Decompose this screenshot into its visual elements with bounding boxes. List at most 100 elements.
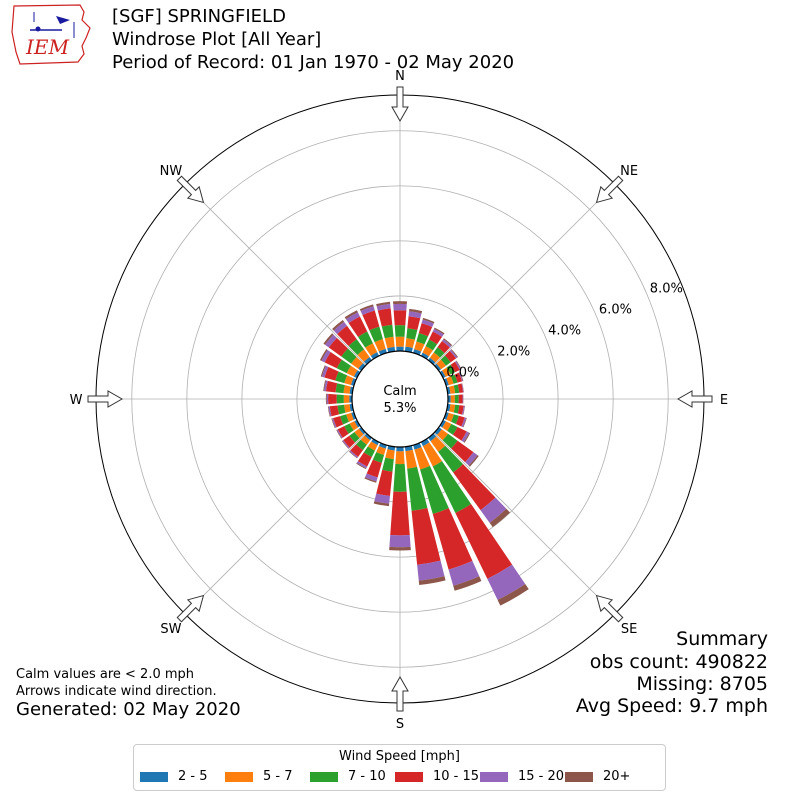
bar-250deg-5-7 [346, 412, 354, 422]
bar-150deg-15-20 [487, 564, 526, 600]
chart-title: [SGF] SPRINGFIELD [112, 6, 286, 27]
bar-50deg-15-20 [449, 349, 458, 359]
legend-swatch [480, 771, 508, 782]
bar-40deg-2-5 [428, 357, 436, 365]
bar-190deg-15-20 [374, 493, 390, 504]
bar-220deg-20plus [348, 451, 358, 459]
bar-90deg-15-20 [462, 394, 464, 404]
bar-260deg-10-15 [329, 405, 340, 417]
bar-40deg-20plus [443, 338, 453, 346]
bar-310deg-2-5 [358, 363, 366, 371]
bar-0deg-10-15 [393, 310, 407, 326]
bar-10deg-20plus [409, 308, 423, 314]
compass-label-nw: NW [160, 164, 183, 179]
bar-200deg-15-20 [365, 473, 378, 482]
bar-240deg-7-10 [344, 423, 354, 434]
bar-160deg-10-15 [432, 508, 473, 570]
bar-320deg-2-5 [363, 356, 372, 365]
legend-item: 15 - 20 [480, 769, 565, 784]
legend-item: 7 - 10 [310, 769, 395, 784]
bar-70deg-20plus [459, 372, 464, 382]
bar-300deg-15-20 [321, 350, 331, 363]
grid-spoke [184, 432, 367, 615]
bar-100deg-10-15 [457, 405, 464, 415]
legend-swatch [310, 771, 338, 782]
bar-60deg-2-5 [439, 370, 446, 379]
legend-items: 2 - 5 5 - 7 7 - 10 10 - 15 15 - 20 20+ [140, 769, 650, 784]
compass-label-w: W [70, 393, 83, 408]
bar-30deg-5-7 [422, 346, 433, 357]
bar-340deg-5-7 [374, 339, 386, 352]
compass-label-e: E [720, 393, 728, 408]
bar-330deg-5-7 [365, 343, 378, 356]
bar-300deg-7-10 [336, 359, 351, 374]
arrow-note: Arrows indicate wind direction. [16, 684, 217, 699]
radial-tick-labels: 0.0% 2.0% 4.0% 6.0% 8.0% [446, 281, 682, 380]
bar-160deg-5-7 [414, 447, 430, 470]
bar-0deg-15-20 [393, 303, 407, 311]
bar-90deg-7-10 [454, 394, 459, 404]
bar-270deg-10-15 [328, 393, 337, 405]
bar-160deg-20plus [453, 576, 482, 591]
bar-180deg-5-7 [395, 451, 405, 465]
bar-30deg-10-15 [428, 331, 443, 345]
bar-40deg-15-20 [442, 339, 452, 348]
bar-60deg-15-20 [455, 360, 462, 370]
bar-290deg-2-5 [350, 378, 357, 386]
bar-120deg-2-5 [439, 419, 446, 428]
compass-labels: N NE E SE S SW W NW [70, 69, 729, 732]
bar-180deg-20plus [389, 546, 411, 551]
bar-350deg-20plus [376, 301, 391, 307]
bar-50deg-5-7 [436, 359, 447, 370]
legend-title: Wind Speed [mph] [339, 749, 460, 764]
bar-290deg-15-20 [321, 365, 329, 378]
bar-90deg-10-15 [458, 394, 463, 404]
bar-170deg-5-7 [405, 449, 418, 469]
radial-tick-label: 2.0% [497, 345, 530, 360]
bar-150deg-10-15 [455, 503, 513, 579]
bar-150deg-7-10 [432, 461, 472, 513]
bar-0deg-20plus [393, 301, 407, 305]
bar-80deg-15-20 [461, 383, 464, 393]
bar-60deg-7-10 [446, 364, 456, 375]
bar-260deg-5-7 [344, 404, 351, 413]
bar-260deg-15-20 [328, 406, 332, 417]
radial-tick-label: 8.0% [650, 281, 683, 296]
bar-110deg-5-7 [446, 412, 454, 422]
bar-50deg-20plus [450, 349, 459, 358]
compass-label-ne: NE [620, 164, 638, 179]
direction-arrows [87, 86, 713, 712]
bar-100deg-15-20 [462, 405, 465, 415]
legend-item: 20+ [565, 769, 650, 784]
bar-270deg-2-5 [349, 395, 353, 403]
bar-210deg-10-15 [357, 452, 372, 467]
direction-arrow-icon [391, 86, 409, 123]
bar-200deg-7-10 [372, 452, 385, 463]
bar-70deg-15-20 [458, 372, 463, 382]
bar-280deg-5-7 [343, 385, 351, 394]
bar-270deg-7-10 [336, 394, 344, 404]
legend-label: 7 - 10 [348, 769, 386, 784]
bar-280deg-10-15 [325, 380, 338, 393]
bar-220deg-15-20 [349, 450, 359, 458]
bar-220deg-2-5 [364, 433, 372, 441]
bar-310deg-10-15 [328, 337, 348, 357]
bar-70deg-7-10 [450, 374, 458, 384]
bar-250deg-15-20 [331, 418, 337, 428]
bar-240deg-2-5 [354, 419, 361, 428]
legend-item: 10 - 15 [395, 769, 480, 784]
bar-310deg-7-10 [341, 348, 357, 364]
windrose-bars [319, 301, 529, 606]
legend-item: 5 - 7 [225, 769, 310, 784]
summary-avg-speed: Avg Speed: 9.7 mph [575, 695, 768, 717]
bar-110deg-2-5 [443, 412, 449, 420]
bar-230deg-2-5 [358, 427, 366, 435]
bar-270deg-5-7 [343, 394, 350, 404]
bar-150deg-2-5 [420, 438, 430, 447]
bar-330deg-10-15 [348, 316, 368, 337]
direction-arrow-icon [87, 390, 124, 408]
bar-330deg-2-5 [370, 352, 380, 360]
bar-290deg-20plus [320, 365, 326, 377]
bar-90deg-2-5 [447, 395, 451, 403]
bar-230deg-20plus [341, 440, 349, 449]
